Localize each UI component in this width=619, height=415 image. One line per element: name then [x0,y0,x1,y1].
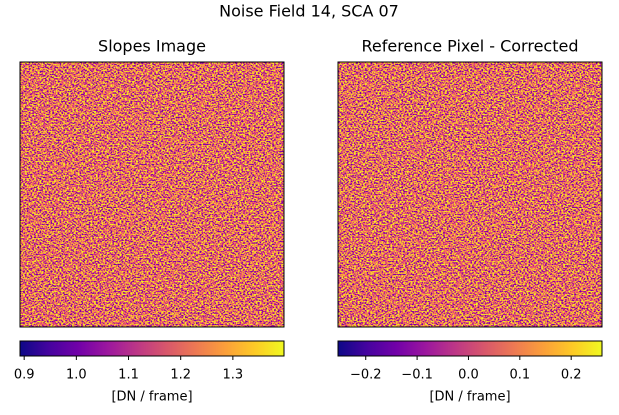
colorbar [337,340,603,357]
colorbar-label: [DN / frame] [429,390,510,405]
image [20,62,284,327]
colorbar [19,340,285,357]
figure-title: Noise Field 14, SCA 07 [219,2,399,21]
colorbar-tick-label: 0.9 [14,368,35,383]
colorbar-tick-label: 1.1 [118,368,139,383]
colorbar-tick-label: −0.1 [401,368,433,383]
colorbar-tick-label: 0.0 [458,368,479,383]
colorbar-tick-label: −0.2 [350,368,382,383]
colorbar-tick-label: 1.0 [66,368,87,383]
axes-title: Reference Pixel - Corrected [361,37,578,56]
colorbar-tick-label: 0.1 [509,368,530,383]
colorbar-tick-label: 1.3 [223,368,244,383]
axes-title: Slopes Image [98,37,206,56]
axes-frame [337,61,603,328]
colorbar-tick-label: 0.2 [561,368,582,383]
axes-frame [19,61,285,328]
colorbar-label: [DN / frame] [111,390,192,405]
image [338,62,602,327]
colorbar-tick-label: 1.2 [170,368,191,383]
